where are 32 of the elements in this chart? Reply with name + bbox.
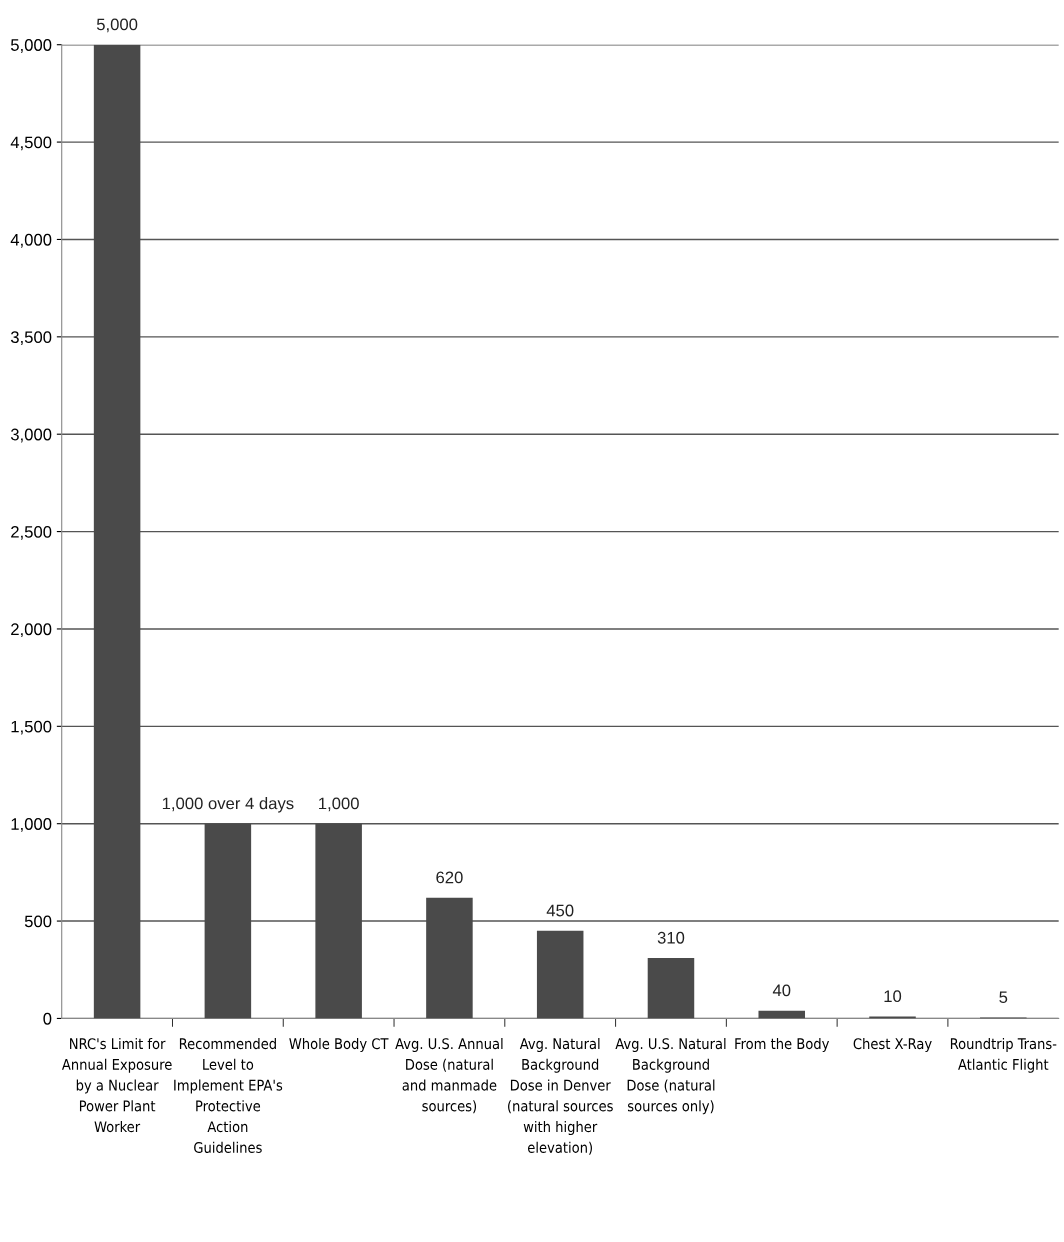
y-tick-label: 1,000 — [11, 818, 52, 832]
bar — [647, 958, 695, 1019]
y-tick-label: 5,000 — [10, 39, 52, 53]
x-tick-label: NRC's Limit for Annual Exposure by a Nuclear Power Plant Worker — [61, 1037, 172, 1133]
y-tick-label: 1,500 — [11, 720, 52, 735]
data-label: 5,000 — [96, 18, 138, 33]
data-label: 40 — [772, 984, 791, 997]
y-tick-label: 4,000 — [10, 233, 52, 248]
data-label: 5 — [999, 991, 1008, 1004]
y-tick-label: 2,500 — [11, 525, 52, 540]
bar — [758, 1010, 806, 1019]
data-label: 1,000 — [319, 797, 359, 812]
y-tick-label: 4,500 — [10, 136, 52, 151]
x-tick-label: Avg. Natural Background Dose in Denver (natural sources with higher elevation) — [508, 1037, 613, 1155]
bar — [536, 930, 584, 1019]
data-label: 10 — [884, 990, 902, 1003]
y-tick-label: 500 — [24, 915, 52, 928]
x-tick-label: From the Body — [735, 1037, 830, 1052]
y-tick-label: 2,000 — [11, 623, 52, 638]
x-tick-label: Avg. U.S. Annual Dose (natural and manmade sources) — [395, 1037, 503, 1114]
x-tick-label: Chest X-Ray — [853, 1037, 932, 1052]
data-label: 620 — [436, 871, 463, 884]
data-label: 450 — [546, 904, 574, 917]
data-label: 1,000 over 4 days — [162, 797, 294, 813]
x-tick-label: Avg. U.S. Natural Background Dose (natural sources only) — [615, 1037, 726, 1115]
y-tick-label: 3,500 — [10, 331, 52, 345]
y-tick-label: 0 — [43, 1012, 52, 1025]
y-tick-label: 3,000 — [10, 428, 52, 443]
x-tick-label: Whole Body CT — [289, 1037, 389, 1052]
x-tick-label: Recommended Level to Implement EPA's Protective Action Guidelines — [174, 1037, 283, 1153]
data-label: 310 — [657, 931, 685, 944]
x-tick-label: Roundtrip Trans- Atlantic Flight — [950, 1037, 1057, 1073]
